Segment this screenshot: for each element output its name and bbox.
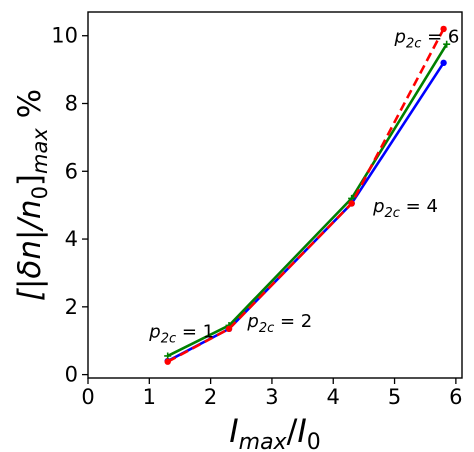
series-3-point: [348, 200, 355, 207]
y-tick-label: 0: [65, 363, 78, 387]
axes-layer: 0 1 2 3 4 5 6 0 2 4 6 8 10: [51, 11, 463, 409]
series-3: [164, 25, 447, 365]
y-axis-label: [|δn|/n0]max %: [12, 89, 52, 301]
series-layer: [164, 25, 451, 365]
series-2-point: [443, 40, 451, 48]
axes-frame: [87, 11, 463, 379]
plot-area: [88, 12, 462, 378]
y-tick-label: 4: [65, 227, 78, 251]
series-2-line: [167, 43, 448, 358]
series-3-point: [225, 325, 233, 333]
annotation-layer: p2c = 1 p2c = 2 p2c = 4 p2c = 6: [148, 27, 459, 347]
annotation-4: p2c = 6: [394, 27, 460, 52]
series-2-point: [164, 352, 172, 360]
x-tick-label: 0: [81, 385, 94, 409]
series-3-point: [164, 358, 171, 365]
x-tick-label: 2: [204, 385, 217, 409]
series-3-point: [440, 25, 447, 33]
x-axis-label: Imax/I0: [229, 412, 321, 452]
annotation-3: p2c = 4: [372, 196, 438, 221]
y-tick-label: 2: [65, 295, 78, 319]
y-tick-label: 6: [65, 159, 78, 183]
annotation-2: p2c = 2: [246, 311, 312, 336]
series-3-line: [167, 28, 445, 363]
plot-background: [88, 12, 462, 378]
series-1-point: [440, 59, 447, 67]
x-tick-label: 3: [265, 385, 278, 409]
x-tick-label: 5: [388, 385, 401, 409]
x-tick-label: 4: [327, 385, 340, 409]
y-tick-label: 10: [51, 24, 78, 48]
annotation-1: p2c = 1: [148, 321, 214, 346]
x-tick-label: 1: [143, 385, 156, 409]
y-tick-label: 8: [65, 92, 78, 116]
x-tick-label: 6: [449, 385, 462, 409]
